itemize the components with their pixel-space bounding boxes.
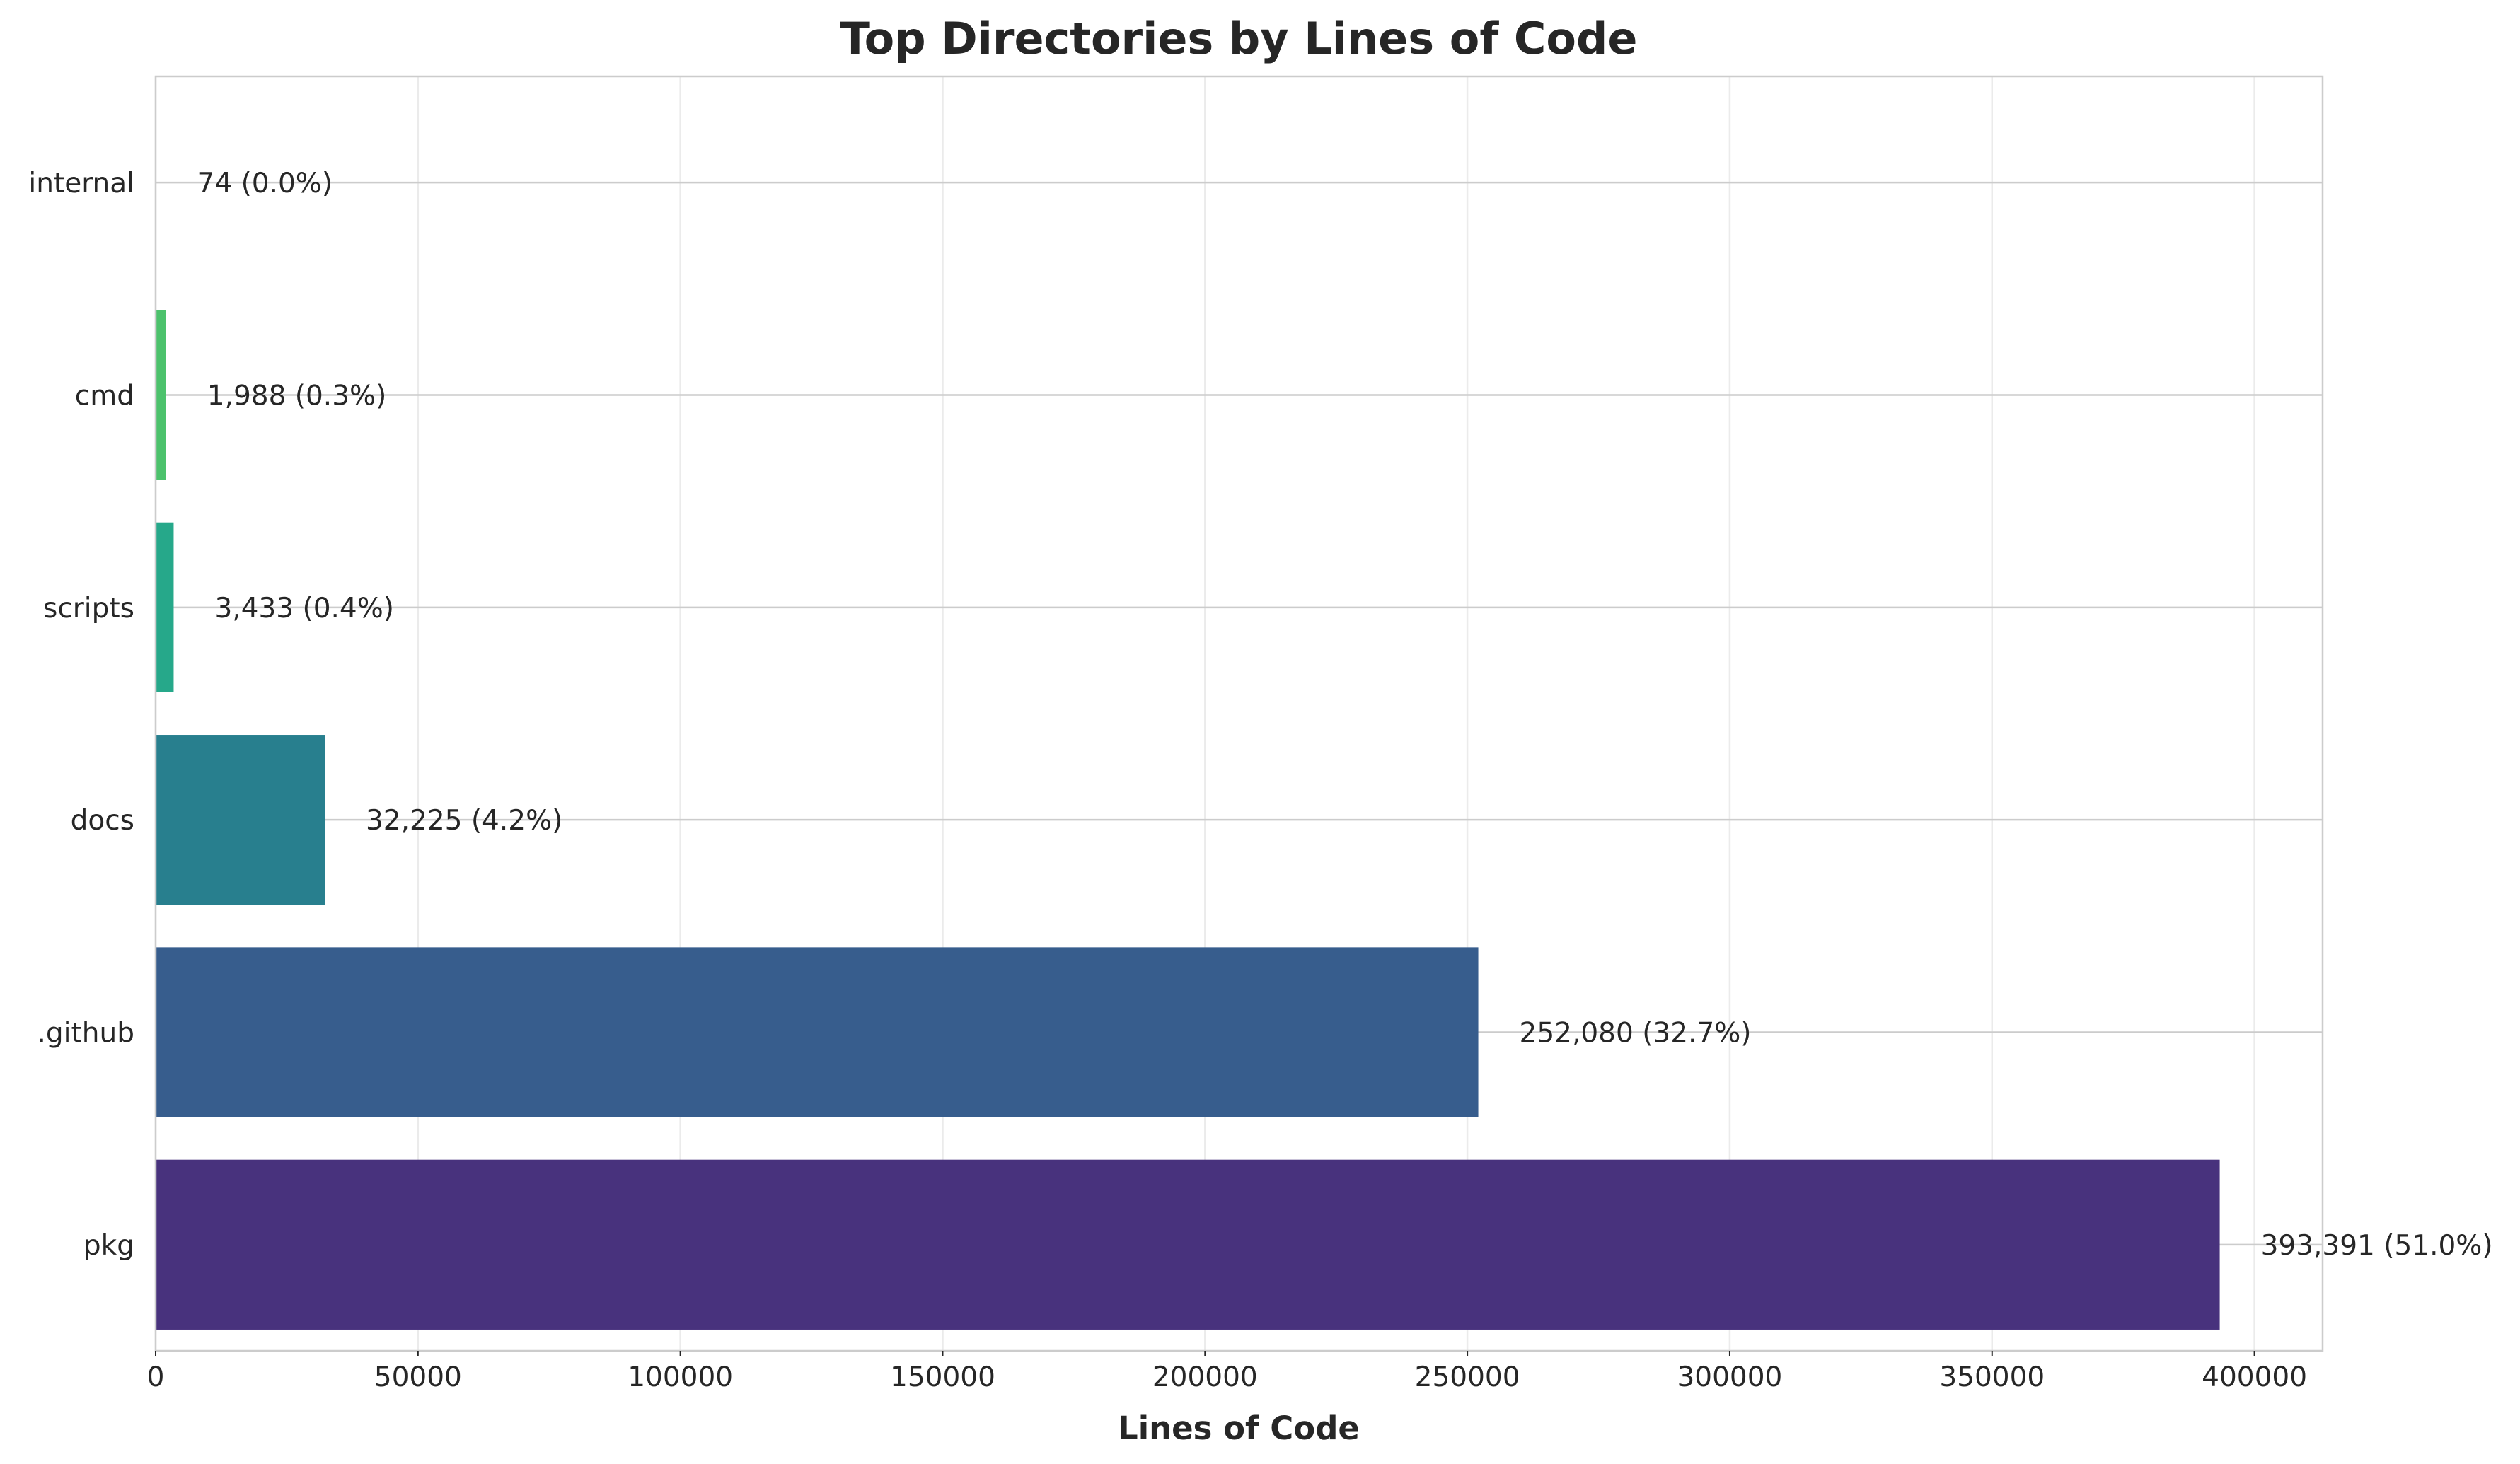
x-tick-label: 150000 — [890, 1361, 995, 1393]
x-tick-label: 50000 — [374, 1361, 462, 1393]
plot-frame — [154, 75, 2324, 1352]
x-tick-label: 400000 — [2202, 1361, 2307, 1393]
x-axis-label: Lines of Code — [1118, 1410, 1360, 1447]
x-tick-label: 100000 — [628, 1361, 733, 1393]
x-tick-label: 300000 — [1677, 1361, 1782, 1393]
data-label: 74 (0.0%) — [197, 168, 333, 199]
y-tick-label: cmd — [75, 380, 134, 412]
data-label: 252,080 (32.7%) — [1520, 1018, 1752, 1050]
y-tick-label: .github — [37, 1018, 134, 1050]
data-label: 1,988 (0.3%) — [207, 380, 387, 412]
bars — [156, 98, 2220, 1330]
chart-title: Top Directories by Lines of Code — [840, 13, 1638, 64]
data-label: 3,433 (0.4%) — [214, 593, 394, 624]
x-axis-ticks: 0 50000 100000 150000 200000 250000 300000 3500… — [147, 1351, 2307, 1393]
y-tick-label: docs — [71, 805, 134, 837]
y-axis-ticks: pkg .github docs scripts cmd internal — [28, 168, 134, 1262]
x-tick-label: 350000 — [1939, 1361, 2045, 1393]
data-labels: 393,391 (51.0%) 252,080 (32.7%) 32,225 (4.… — [197, 168, 2493, 1262]
bar-pkg — [156, 1159, 2220, 1330]
x-tick-label: 250000 — [1415, 1361, 1520, 1393]
bar-docs — [156, 735, 325, 905]
x-tick-label: 0 — [147, 1361, 165, 1393]
x-tick-label: 200000 — [1152, 1361, 1258, 1393]
data-label: 393,391 (51.0%) — [2261, 1230, 2493, 1262]
y-tick-label: scripts — [43, 593, 134, 624]
data-label: 32,225 (4.2%) — [366, 805, 562, 837]
bar-scripts — [156, 522, 174, 692]
bar-cmd — [156, 310, 166, 480]
y-tick-label: internal — [28, 168, 134, 199]
y-tick-label: pkg — [83, 1230, 134, 1262]
bar-github — [156, 947, 1479, 1117]
